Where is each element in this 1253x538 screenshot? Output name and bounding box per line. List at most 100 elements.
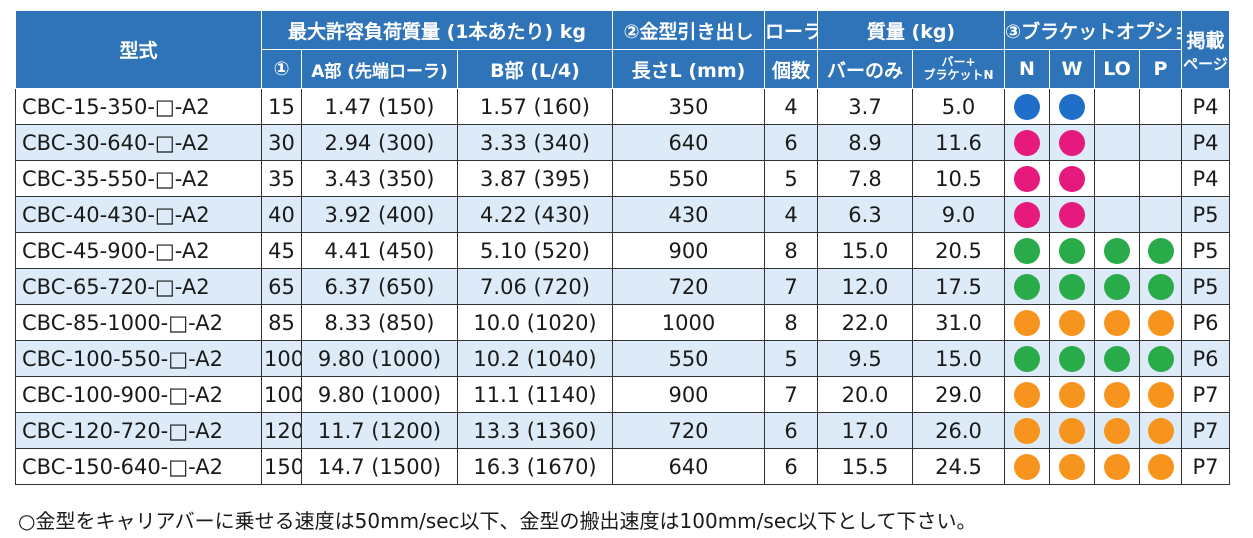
option-cell	[1004, 340, 1050, 377]
table-cell: 3.43 (350)	[301, 160, 458, 197]
option-cell	[1094, 376, 1140, 413]
table-cell: 640	[612, 124, 765, 161]
header-text: ページ	[1183, 54, 1228, 73]
option-cell	[1094, 124, 1140, 161]
table-cell: 7.06 (720)	[457, 268, 613, 305]
option-dot	[1147, 345, 1174, 372]
table-cell: 1.57 (160)	[457, 88, 613, 125]
option-cell	[1094, 196, 1140, 233]
table-row: CBC-85-1000-□-A2 85 8.33 (850) 10.0 (1020) 1…	[15, 304, 1231, 341]
option-cell	[1138, 88, 1183, 125]
table-cell: 17.0	[817, 412, 913, 449]
option-cell	[1138, 304, 1183, 341]
option-dot	[1059, 201, 1085, 228]
option-cell	[1049, 304, 1095, 341]
table-cell: P6	[1181, 340, 1231, 377]
table-cell: 40	[261, 196, 302, 233]
option-cell	[1049, 412, 1095, 449]
table-cell: 30	[261, 124, 302, 161]
option-cell	[1004, 124, 1050, 161]
table-cell: P6	[1181, 304, 1231, 341]
table-cell: 100	[261, 340, 302, 377]
table-cell: P7	[1181, 412, 1231, 449]
table-cell: P5	[1181, 268, 1231, 305]
table-cell: 900	[612, 376, 765, 413]
table-cell: 7	[764, 268, 818, 305]
table-row: CBC-15-350-□-A2 15 1.47 (150) 1.57 (160) 350…	[15, 88, 1231, 125]
option-dot	[1014, 273, 1040, 300]
header-text: ブラケットN	[923, 68, 994, 82]
table-cell: 85	[261, 304, 302, 341]
option-dot	[1059, 345, 1085, 372]
table-cell: 8.9	[817, 124, 913, 161]
table-cell: CBC-150-640-□-A2	[15, 448, 262, 485]
table-cell: 5	[764, 160, 818, 197]
header-cell: N	[1004, 49, 1050, 89]
option-cell	[1138, 160, 1183, 197]
option-cell	[1049, 340, 1095, 377]
table-cell: 1.47 (150)	[301, 88, 458, 125]
option-dot	[1059, 309, 1085, 336]
option-dot	[1059, 129, 1085, 156]
table-cell: 9.80 (1000)	[301, 376, 458, 413]
table-row: CBC-150-640-□-A2 150 14.7 (1500) 16.3 (1670…	[15, 448, 1231, 485]
header-cell: ローラ	[764, 10, 818, 50]
table-cell: 9.0	[912, 196, 1005, 233]
table-cell: 5.10 (520)	[457, 232, 613, 269]
table-cell: 720	[612, 268, 765, 305]
table-row: CBC-45-900-□-A2 45 4.41 (450) 5.10 (520) 900…	[15, 232, 1231, 269]
table-cell: 3.87 (395)	[457, 160, 613, 197]
table-cell: P7	[1181, 448, 1231, 485]
header-cell: B部 (L/4)	[457, 49, 613, 89]
table-cell: P5	[1181, 196, 1231, 233]
table-cell: CBC-40-430-□-A2	[15, 196, 262, 233]
table-cell: 2.94 (300)	[301, 124, 458, 161]
table-cell: 65	[261, 268, 302, 305]
header-cell: バー+ ブラケットN	[912, 49, 1005, 89]
option-cell	[1049, 88, 1095, 125]
option-cell	[1004, 196, 1050, 233]
spec-table: 型式 最大許容負荷質量 (1本あたり) kg ②金型引き出し ローラ 質量 (k…	[15, 10, 1231, 485]
table-cell: P7	[1181, 376, 1231, 413]
option-cell	[1094, 268, 1140, 305]
footnote: ○金型をキャリアバーに乗せる速度は50mm/sec以下、金型の搬出速度は100m…	[18, 509, 977, 533]
option-cell	[1049, 160, 1095, 197]
option-cell	[1004, 376, 1050, 413]
table-cell: 45	[261, 232, 302, 269]
table-cell: 29.0	[912, 376, 1005, 413]
table-cell: 7	[764, 376, 818, 413]
table-cell: 120	[261, 412, 302, 449]
header-text: 掲載	[1186, 29, 1225, 52]
table-cell: 12.0	[817, 268, 913, 305]
header-cell: 型式	[15, 10, 262, 89]
table-cell: 4	[764, 196, 818, 233]
table-cell: 20.5	[912, 232, 1005, 269]
table-cell: 430	[612, 196, 765, 233]
table-cell: 24.5	[912, 448, 1005, 485]
table-cell: 15	[261, 88, 302, 125]
table-cell: 11.1 (1140)	[457, 376, 613, 413]
table-cell: 14.7 (1500)	[301, 448, 458, 485]
header-cell: 最大許容負荷質量 (1本あたり) kg	[261, 10, 613, 50]
option-dot	[1104, 381, 1130, 408]
table-cell: 10.0 (1020)	[457, 304, 613, 341]
option-cell	[1004, 268, 1050, 305]
table-cell: P4	[1181, 160, 1231, 197]
table-cell: 8.33 (850)	[301, 304, 458, 341]
option-cell	[1138, 376, 1183, 413]
table-cell: P5	[1181, 232, 1231, 269]
header-cell: 個数	[764, 49, 818, 89]
option-dot	[1014, 453, 1040, 480]
table-cell: 15.0	[817, 232, 913, 269]
table-cell: 4	[764, 88, 818, 125]
option-cell	[1138, 340, 1183, 377]
table-row: CBC-40-430-□-A2 40 3.92 (400) 4.22 (430) 430…	[15, 196, 1231, 233]
table-cell: CBC-35-550-□-A2	[15, 160, 262, 197]
option-dot	[1104, 345, 1130, 372]
option-cell	[1094, 340, 1140, 377]
header-cell: バーのみ	[817, 49, 913, 89]
table-cell: 4.41 (450)	[301, 232, 458, 269]
option-cell	[1094, 448, 1140, 485]
